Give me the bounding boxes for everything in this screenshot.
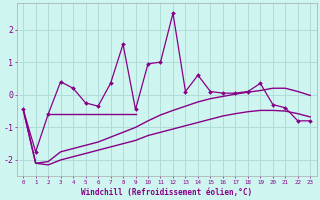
X-axis label: Windchill (Refroidissement éolien,°C): Windchill (Refroidissement éolien,°C) [81,188,252,197]
